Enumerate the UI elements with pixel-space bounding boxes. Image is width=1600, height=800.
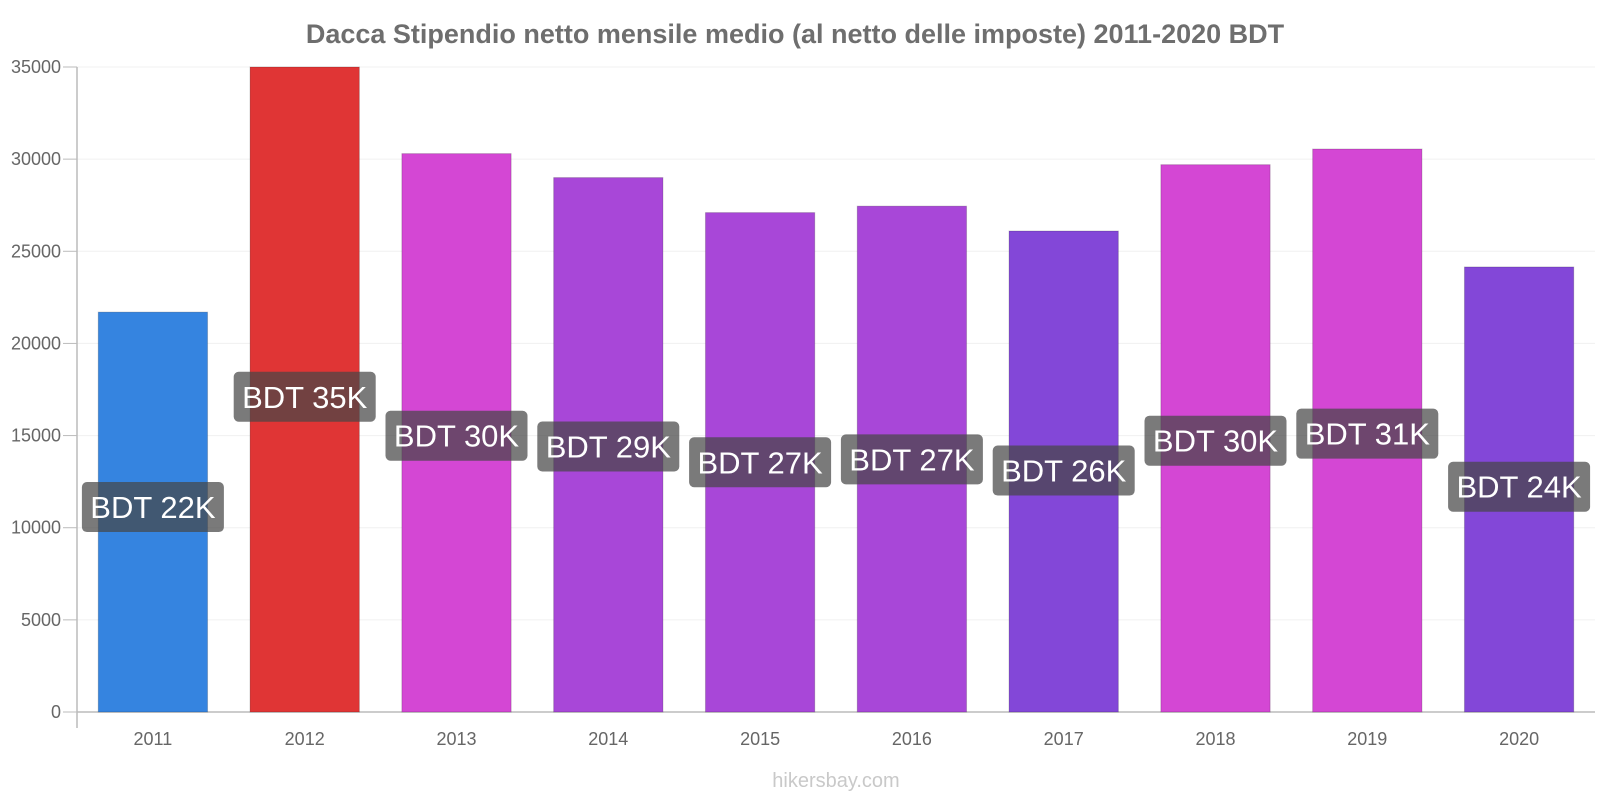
y-tick-label: 15000 [11,426,61,446]
x-tick-label: 2015 [740,729,780,749]
data-labels: BDT 22K BDT 35K BDT 30K BDT 29K BDT 27K BDT 2… [81,371,1591,533]
watermark: hikersbay.com [772,770,899,792]
x-tick-label: 2011 [134,729,173,749]
x-tick-label: 2017 [1044,729,1084,749]
data-label: BDT 35K [242,380,368,415]
x-tick-label: 2016 [892,729,932,749]
data-label: BDT 26K [1001,454,1127,489]
y-tick-label: 30000 [11,149,61,169]
data-label-box [81,482,224,533]
data-label: BDT 27K [697,445,823,480]
x-axis-ticks: 2011 2012 2013 2014 2015 2016 2017 2018 2019 2020 [134,729,1540,749]
chart-title: Dacca Stipendio netto mensile medio (al … [306,19,1285,49]
y-tick-label: 0 [51,702,61,722]
y-tick-label: 10000 [11,518,61,538]
data-label: BDT 24K [1456,470,1582,505]
data-label-box [1448,461,1591,512]
data-label-box [537,421,680,472]
data-label: BDT 30K [1153,424,1279,459]
x-tick-label: 2018 [1195,729,1235,749]
data-label: BDT 30K [394,419,520,454]
x-tick-label: 2014 [588,729,628,749]
data-label: BDT 29K [546,430,672,465]
data-label-box [233,371,376,422]
data-label-box [992,445,1135,496]
y-axis-ticks: 0 5000 10000 15000 20000 25000 30000 35000 [11,57,77,722]
data-label-box [840,434,983,485]
data-label-box [1144,415,1287,466]
y-tick-label: 5000 [21,610,61,630]
y-tick-label: 20000 [11,333,61,353]
y-tick-label: 25000 [11,241,61,261]
x-tick-label: 2019 [1347,729,1387,749]
data-label: BDT 22K [90,490,216,525]
data-label: BDT 27K [849,442,975,477]
data-label-box [1296,408,1439,459]
data-label-box [689,437,832,488]
x-tick-label: 2013 [436,729,476,749]
x-tick-label: 2020 [1499,729,1539,749]
y-tick-label: 35000 [11,57,61,77]
data-label-box [385,410,528,461]
x-tick-label: 2012 [285,729,325,749]
data-label: BDT 31K [1305,417,1431,452]
